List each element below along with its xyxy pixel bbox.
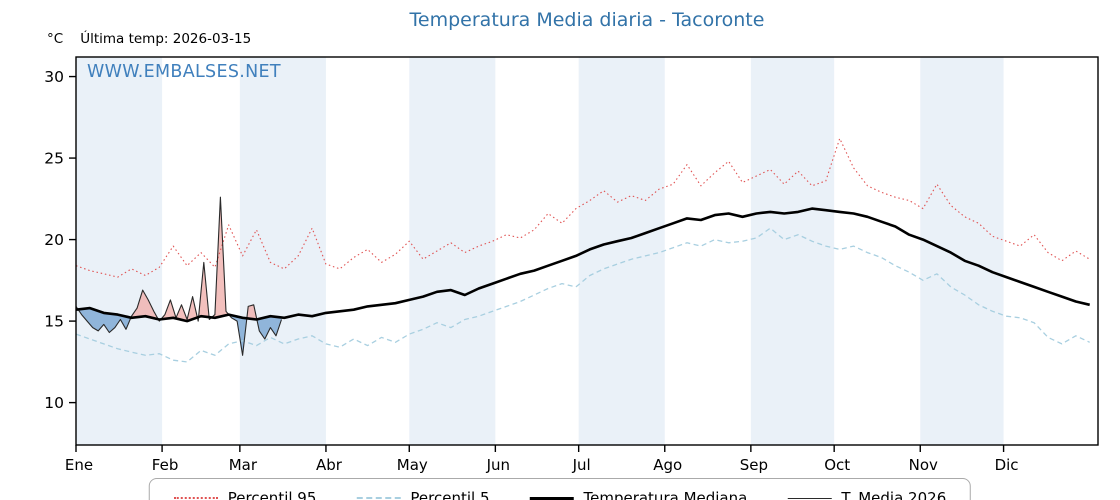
- page-title: Temperatura Media diaria - Tacoronte: [409, 9, 765, 31]
- unit-label: °C: [47, 31, 64, 47]
- tmedia2026-line-icon: [787, 497, 832, 499]
- x-tick-label: Nov: [909, 456, 938, 474]
- percentil95-line-icon: [173, 497, 218, 499]
- x-tick-label: Ago: [653, 456, 682, 474]
- x-tick-label: Mar: [229, 456, 258, 474]
- x-tick-label: Abr: [316, 456, 343, 474]
- series-percentil-5: [75, 227, 1090, 363]
- x-tick-label: Jul: [572, 456, 591, 474]
- x-tick-label: Oct: [824, 456, 850, 474]
- x-tick-label: Sep: [740, 456, 768, 474]
- series-t-media-2026: [75, 196, 283, 356]
- mediana-line-icon: [529, 496, 574, 500]
- month-band: [750, 57, 835, 445]
- series-percentil-95: [75, 137, 1090, 278]
- legend-item: Temperatura Mediana: [529, 489, 747, 500]
- legend-label: Percentil 5: [410, 489, 490, 500]
- x-tick-label: Feb: [152, 456, 179, 474]
- percentil5-line-icon: [356, 497, 401, 499]
- y-tick-label: 10: [44, 394, 64, 412]
- fill-above-median: [76, 197, 257, 322]
- watermark: WWW.EMBALSES.NET: [87, 62, 281, 82]
- y-tick-label: 15: [44, 313, 64, 331]
- y-tick-label: 30: [44, 68, 64, 86]
- legend: Percentil 95 Percentil 5 Temperatura Media…: [148, 478, 972, 500]
- fill-below-median: [78, 308, 282, 356]
- y-tick-label: 20: [44, 231, 64, 249]
- series-temperatura-mediana: [75, 207, 1091, 323]
- x-tick-label: Jun: [486, 456, 510, 474]
- legend-label: T. Media 2026: [841, 489, 947, 500]
- month-band: [578, 57, 665, 445]
- legend-item: Percentil 95: [173, 489, 317, 500]
- legend-item: T. Media 2026: [787, 489, 946, 500]
- plot-border: [75, 56, 1099, 446]
- legend-item: Percentil 5: [356, 489, 489, 500]
- month-band: [76, 57, 163, 445]
- month-band: [920, 57, 1004, 445]
- x-tick-label: May: [397, 456, 428, 474]
- legend-label: Temperatura Mediana: [583, 489, 748, 500]
- last-temp-label: Última temp: 2026-03-15: [80, 31, 252, 47]
- month-band: [239, 57, 326, 445]
- y-tick-label: 25: [44, 150, 64, 168]
- legend-label: Percentil 95: [227, 489, 317, 500]
- month-band: [409, 57, 496, 445]
- x-tick-label: Ene: [65, 456, 93, 474]
- x-tick-label: Dic: [995, 456, 1019, 474]
- axis-header: °C Última temp: 2026-03-15: [47, 31, 251, 47]
